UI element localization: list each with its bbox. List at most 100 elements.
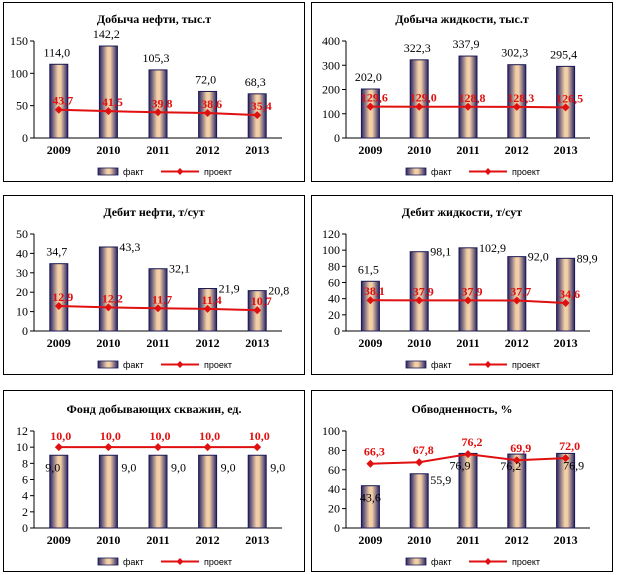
line-point-project [464, 450, 472, 459]
bar-value-label: 32,1 [169, 262, 190, 276]
bar-fact [507, 64, 527, 139]
bar-value-label: 337,9 [453, 37, 480, 51]
chart-panel-watercut: Обводненность, % 0 20 40 60 80 100 2009 2010 2011… [311, 390, 613, 572]
chart-panel-liquid-rate: Дебит жидкости, т/сут 0 20 40 60 80 100 120 2009… [311, 195, 613, 375]
x-tick-label: 2009 [47, 533, 71, 547]
bar-value-label: 68,3 [245, 75, 266, 89]
bar-value-label: 302,3 [501, 46, 528, 60]
y-tick-label: 8 [22, 456, 28, 470]
y-tick-label: 300 [322, 58, 340, 72]
legend-marker-project [176, 361, 184, 368]
bar-value-label: 43,3 [119, 240, 140, 254]
chart-title: Добыча жидкости, тыс.т [395, 12, 529, 26]
y-tick-label: 120 [322, 227, 340, 241]
line-value-label: 129,6 [361, 91, 388, 105]
bar-fact [556, 452, 576, 529]
bar-value-label: 142,2 [93, 27, 120, 41]
bar-fact [148, 69, 168, 139]
y-tick-label: 0 [22, 324, 28, 338]
y-tick-label: 100 [322, 243, 340, 257]
line-point-project [203, 443, 212, 452]
line-value-label: 10,7 [251, 294, 272, 308]
line-value-label: 37,7 [510, 285, 531, 299]
line-point-project [366, 459, 375, 468]
line-value-label: 76,2 [462, 435, 483, 449]
x-tick-label: 2011 [456, 143, 479, 157]
legend-swatch-fact [405, 557, 427, 566]
bar-value-label: 9,0 [270, 460, 285, 474]
line-point-project [253, 443, 262, 452]
line-point-project [464, 296, 472, 305]
legend-label-fact: факт [431, 360, 452, 370]
bar-value-label: 105,3 [143, 51, 170, 65]
bar-value-label: 102,9 [479, 241, 506, 255]
line-point-project [154, 108, 162, 117]
chart-title: Дебит жидкости, т/сут [402, 205, 523, 219]
bar-fact [49, 63, 69, 139]
x-tick-label: 2011 [146, 143, 169, 157]
y-tick-label: 50 [16, 99, 28, 113]
legend-label-project: проект [512, 360, 540, 370]
legend-swatch-fact [97, 360, 119, 369]
y-tick-label: 0 [22, 521, 28, 535]
x-tick-label: 2012 [505, 143, 529, 157]
bar-fact [458, 55, 478, 139]
x-tick-label: 2012 [196, 533, 220, 547]
chart-panel-liquid-production: Добыча жидкости, тыс.т 0 100 200 300 400 2009 2… [311, 2, 613, 182]
x-tick-label: 2011 [456, 533, 479, 547]
line-value-label: 69,9 [510, 441, 531, 455]
x-tick-label: 2010 [96, 143, 120, 157]
y-tick-label: 2 [22, 505, 28, 519]
legend-label-project: проект [204, 167, 232, 177]
line-point-project [512, 102, 521, 111]
bar-fact [98, 45, 118, 139]
bar-value-label: 21,9 [219, 282, 240, 296]
x-tick-label: 2010 [96, 336, 120, 350]
line-value-label: 43,7 [52, 94, 73, 108]
x-tick-label: 2011 [146, 533, 169, 547]
x-tick-label: 2013 [245, 336, 269, 350]
line-value-label: 12,9 [52, 290, 73, 304]
legend-label-fact: факт [123, 557, 144, 567]
legend-marker-project [176, 558, 184, 565]
bar-value-label: 114,0 [44, 45, 71, 59]
line-value-label: 66,3 [364, 445, 385, 459]
y-tick-label: 60 [328, 276, 340, 290]
bar-fact [360, 88, 380, 139]
y-tick-label: 20 [328, 308, 340, 322]
x-tick-label: 2011 [146, 336, 169, 350]
line-point-project [54, 105, 63, 114]
y-tick-label: 40 [328, 292, 340, 306]
bar-value-label: 55,9 [430, 473, 451, 487]
bar-fact [148, 454, 168, 529]
bar-fact [49, 263, 69, 332]
line-value-label: 10,0 [199, 429, 220, 443]
bar-fact [409, 473, 429, 529]
bar-value-label: 43,6 [360, 491, 381, 505]
y-tick-label: 40 [328, 482, 340, 496]
x-tick-label: 2013 [245, 143, 269, 157]
bar-value-label: 9,0 [45, 460, 60, 474]
bar-value-label: 76,9 [563, 458, 584, 472]
line-point-project [561, 454, 570, 463]
legend-label-project: проект [204, 557, 232, 567]
line-value-label: 128,8 [459, 91, 486, 105]
bar-fact [556, 65, 576, 139]
legend-label-fact: факт [123, 360, 144, 370]
bar-fact [98, 454, 118, 529]
legend-swatch-fact [405, 167, 427, 176]
line-point-project [415, 102, 424, 111]
bar-fact [507, 256, 527, 332]
chart-liquid-production: Добыча жидкости, тыс.т 0 100 200 300 400 2009 2… [322, 12, 590, 177]
line-point-project [154, 304, 162, 313]
line-value-label: 35,4 [251, 99, 272, 113]
line-value-label: 129,0 [410, 91, 437, 105]
chart-title: Фонд добывающих скважин, ед. [67, 402, 242, 416]
x-tick-label: 2012 [505, 336, 529, 350]
y-tick-label: 0 [334, 324, 340, 338]
y-tick-label: 80 [328, 443, 340, 457]
line-point-project [253, 306, 262, 315]
bar-fact [360, 485, 380, 529]
y-tick-label: 12 [16, 424, 28, 438]
line-point-project [561, 103, 570, 112]
